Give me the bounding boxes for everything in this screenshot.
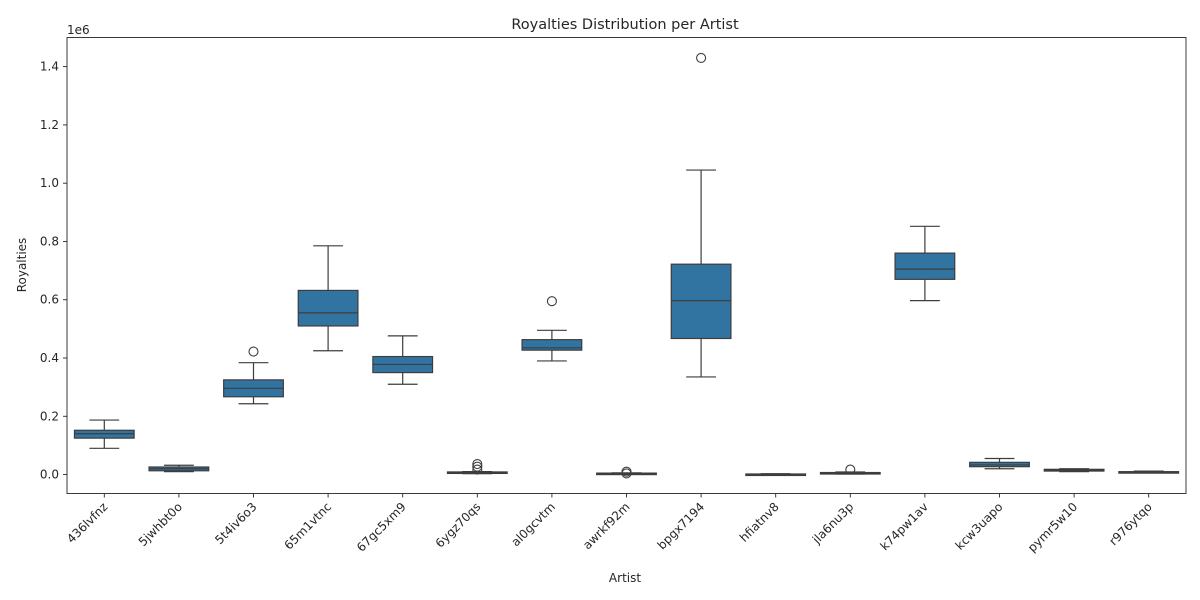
box-67gc5xm9 xyxy=(372,335,434,385)
box-jla6nu3p xyxy=(819,464,881,475)
box-bpgx7194 xyxy=(670,52,732,378)
outlier-point xyxy=(696,52,707,63)
boxes-layer xyxy=(73,52,1180,479)
outlier-point xyxy=(546,296,557,307)
x-tick-label: r976ytqo xyxy=(1106,500,1155,549)
x-tick-label: 5jwhbt0o xyxy=(136,500,185,549)
iqr-box xyxy=(670,263,732,340)
iqr-box xyxy=(297,289,359,327)
x-tick-label: jla6nu3p xyxy=(809,500,856,547)
outlier-point xyxy=(472,459,483,470)
outlier-point xyxy=(845,464,856,475)
iqr-box xyxy=(894,252,956,280)
x-tick-label: k74pw1av xyxy=(877,500,931,554)
outlier-point xyxy=(472,464,483,475)
x-tick-label: al0gcvtm xyxy=(508,500,558,550)
plot-area-frame xyxy=(66,37,1187,494)
box-65m1vtnc xyxy=(297,245,359,352)
x-tick-label: 6ygz70qs xyxy=(433,500,484,551)
y-axis: 0.0 0.2 0.4 0.6 0.8 1.0 1.2 1.4 xyxy=(40,60,67,482)
x-tick-label: 67gc5xm9 xyxy=(354,500,409,555)
y-tick-label: 0.0 xyxy=(40,468,59,482)
y-axis-label: Royalties xyxy=(15,238,29,293)
box-6ygz70qs xyxy=(446,459,508,475)
box-436lvfnz xyxy=(73,419,135,449)
box-hfiatnv8 xyxy=(745,473,807,477)
y-tick-label: 0.8 xyxy=(40,234,59,248)
y-tick-label: 1.4 xyxy=(40,60,59,74)
x-tick-label: kcw3uapo xyxy=(953,500,1006,553)
x-tick-label: 5t4iv6o3 xyxy=(212,500,259,547)
iqr-box xyxy=(521,339,583,351)
box-5jwhbt0o xyxy=(148,464,210,473)
y-axis-offset-label: 1e6 xyxy=(67,23,90,37)
y-tick-label: 1.0 xyxy=(40,176,59,190)
x-tick-label: awrkf92m xyxy=(580,500,632,552)
box-k74pw1av xyxy=(894,225,956,302)
y-tick-label: 0.6 xyxy=(40,293,59,307)
x-tick-label: pymr5w10 xyxy=(1025,500,1080,555)
outlier-point xyxy=(248,346,259,357)
x-tick-label: 65m1vtnc xyxy=(281,500,334,553)
y-tick-label: 0.4 xyxy=(40,351,59,365)
box-pymr5w10 xyxy=(1043,468,1105,473)
box-r976ytqo xyxy=(1118,470,1180,474)
box-5t4iv6o3 xyxy=(223,346,284,405)
x-tick-label: 436lvfnz xyxy=(64,500,110,546)
x-tick-label: hfiatnv8 xyxy=(737,500,782,545)
box-kcw3uapo xyxy=(969,457,1030,470)
x-axis: 436lvfnz 5jwhbt0o 5t4iv6o3 65m1vtnc 67gc5xm9… xyxy=(64,493,1155,555)
x-tick-label: bpgx7194 xyxy=(655,500,708,553)
y-tick-label: 1.2 xyxy=(40,118,59,132)
outlier-point xyxy=(472,461,483,472)
x-axis-label: Artist xyxy=(609,571,641,585)
outlier-point xyxy=(621,468,632,479)
chart-title: Royalties Distribution per Artist xyxy=(511,17,739,33)
box-awrkf92m xyxy=(596,466,657,479)
box-al0gcvtm xyxy=(521,296,583,362)
y-tick-label: 0.2 xyxy=(40,409,59,423)
